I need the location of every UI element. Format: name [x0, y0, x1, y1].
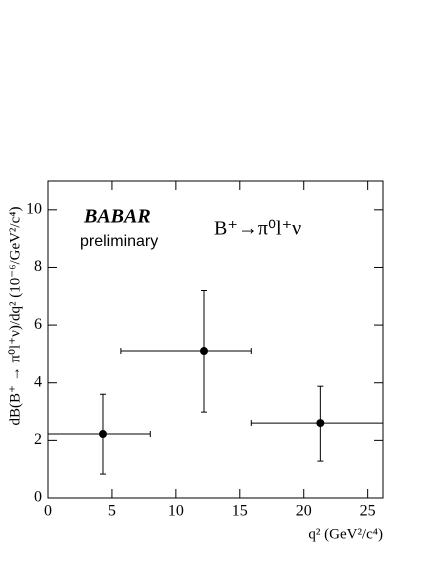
- x-tick-label: 20: [296, 503, 312, 520]
- x-tick-label: 25: [360, 503, 376, 520]
- x-tick-label: 15: [232, 503, 248, 520]
- y-tick-label: 10: [26, 200, 42, 217]
- y-tick-label: 4: [34, 373, 42, 390]
- x-tick-label: 5: [108, 503, 116, 520]
- data-point: [199, 347, 208, 356]
- y-tick-label: 0: [34, 489, 42, 506]
- y-axis-label: dB(B⁺ → π⁰l⁺ν)/dq² (10⁻⁶/GeV²/c⁴): [7, 207, 23, 426]
- plot-frame: [47, 180, 384, 499]
- x-tick-label: 0: [44, 503, 52, 520]
- brand: BABAR: [83, 206, 151, 228]
- data-point: [316, 419, 325, 428]
- subtitle: preliminary: [80, 233, 158, 250]
- y-tick-label: 2: [34, 431, 42, 448]
- x-tick-label: 10: [168, 503, 184, 520]
- annotation: B⁺→π⁰l⁺ν: [214, 218, 301, 240]
- data-point: [98, 430, 107, 439]
- y-tick-label: 8: [34, 258, 42, 275]
- y-tick-label: 6: [34, 316, 42, 333]
- x-axis-label: q² (GeV²/c⁴): [308, 526, 383, 542]
